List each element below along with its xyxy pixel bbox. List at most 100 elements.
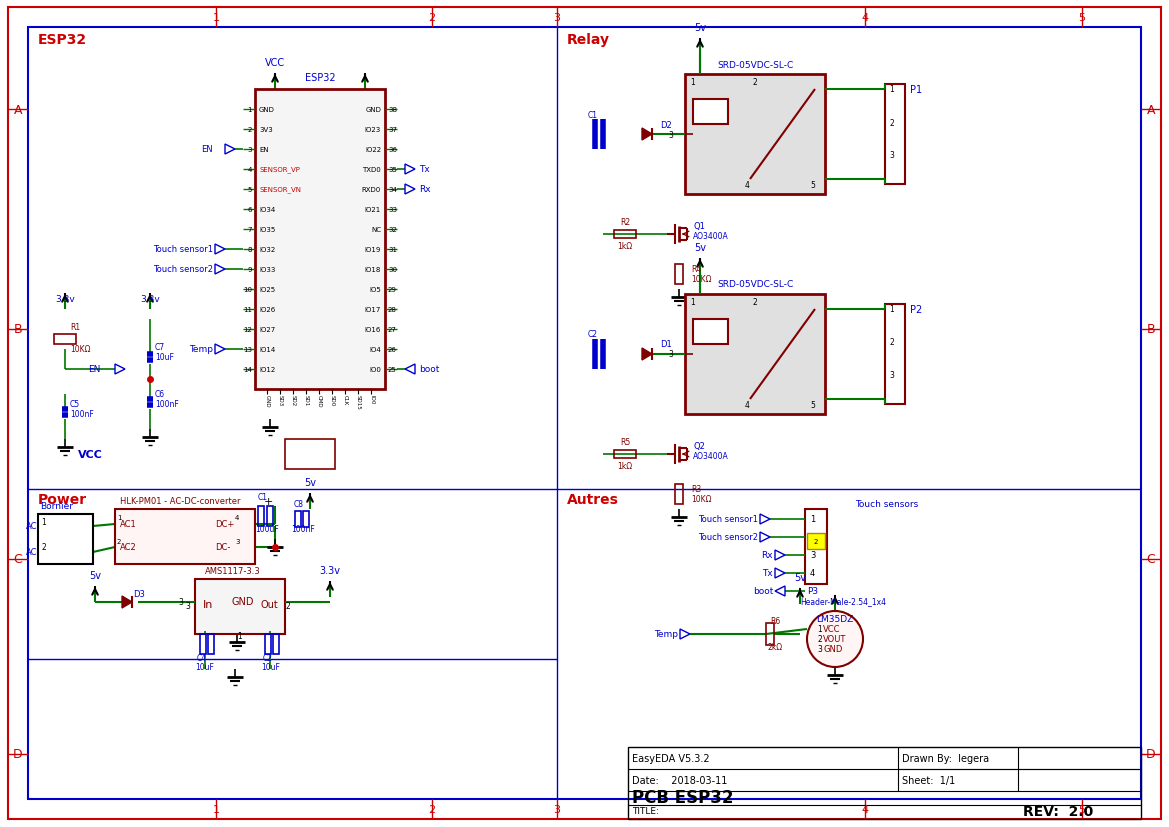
Text: 9: 9 — [248, 266, 253, 273]
Text: 1: 1 — [810, 515, 815, 523]
Text: 3: 3 — [888, 151, 894, 160]
Text: IO23: IO23 — [365, 127, 381, 133]
Text: 3: 3 — [817, 645, 822, 653]
Bar — [628, 747, 1141, 819]
Text: 1: 1 — [888, 85, 894, 94]
Text: CMD: CMD — [317, 394, 321, 407]
Text: 10uF: 10uF — [195, 662, 214, 672]
Polygon shape — [404, 365, 415, 375]
Text: 31: 31 — [388, 246, 397, 253]
Text: R6: R6 — [770, 617, 780, 626]
Text: B: B — [1147, 323, 1155, 336]
Text: Power: Power — [39, 492, 88, 506]
Bar — [685, 294, 825, 414]
Text: IO4: IO4 — [369, 347, 381, 352]
Text: IO35: IO35 — [260, 227, 275, 232]
Text: SD15: SD15 — [357, 394, 361, 409]
Polygon shape — [224, 145, 235, 155]
Text: TXD0: TXD0 — [362, 167, 381, 173]
Polygon shape — [680, 629, 690, 639]
Text: C2: C2 — [588, 330, 599, 339]
Bar — [614, 231, 636, 239]
Text: 11: 11 — [243, 307, 253, 313]
Text: 5: 5 — [1079, 804, 1086, 814]
Text: 1: 1 — [690, 78, 694, 87]
Text: 2: 2 — [753, 298, 758, 307]
Text: 1: 1 — [888, 305, 894, 314]
Text: 2: 2 — [428, 804, 436, 814]
Text: AC2: AC2 — [120, 543, 137, 552]
Text: 100nF: 100nF — [70, 410, 94, 419]
Polygon shape — [404, 165, 415, 174]
Text: Autres: Autres — [567, 492, 618, 506]
Polygon shape — [215, 245, 224, 255]
Text: C8: C8 — [293, 500, 304, 509]
Text: Q1: Q1 — [693, 222, 705, 232]
Text: 13: 13 — [243, 347, 253, 352]
Text: Touch sensor2: Touch sensor2 — [698, 533, 758, 542]
Text: D: D — [13, 748, 23, 761]
Text: 4: 4 — [248, 167, 253, 173]
Text: 2: 2 — [888, 338, 894, 347]
Circle shape — [807, 611, 863, 667]
Text: IO12: IO12 — [260, 366, 275, 372]
Text: IO19: IO19 — [365, 246, 381, 253]
Text: 3: 3 — [185, 602, 189, 611]
Bar — [39, 514, 94, 564]
Bar — [265, 634, 271, 654]
Text: SENSOR_VN: SENSOR_VN — [260, 186, 300, 194]
Polygon shape — [215, 345, 224, 355]
Text: 4: 4 — [862, 804, 869, 814]
Text: 30: 30 — [388, 266, 397, 273]
Text: P2: P2 — [909, 304, 922, 314]
Text: SD2: SD2 — [291, 394, 296, 406]
Text: REV:  2.0: REV: 2.0 — [1023, 804, 1093, 818]
Text: 1: 1 — [41, 518, 46, 527]
Polygon shape — [404, 184, 415, 195]
Text: 5: 5 — [810, 181, 815, 189]
Bar — [675, 265, 683, 284]
Text: 27: 27 — [388, 327, 396, 332]
Text: 4: 4 — [235, 514, 240, 520]
Text: 3: 3 — [553, 804, 560, 814]
Polygon shape — [775, 586, 786, 596]
Text: Out: Out — [260, 600, 278, 609]
Text: DC-: DC- — [215, 543, 230, 552]
Text: 5v: 5v — [794, 572, 805, 582]
Text: EasyEDA V5.3.2: EasyEDA V5.3.2 — [632, 753, 710, 763]
Text: EN: EN — [88, 365, 101, 374]
Text: 1kΩ: 1kΩ — [617, 462, 632, 471]
Text: C5: C5 — [70, 400, 81, 409]
Bar — [685, 75, 825, 195]
Text: P3: P3 — [807, 587, 818, 595]
Text: R1: R1 — [70, 323, 81, 332]
Bar — [885, 304, 905, 404]
Text: 2: 2 — [285, 602, 290, 611]
Text: Bornier: Bornier — [40, 502, 72, 511]
Text: 10uF: 10uF — [261, 662, 279, 672]
Text: IO5: IO5 — [369, 287, 381, 293]
Bar — [115, 509, 255, 564]
Bar — [285, 439, 336, 470]
Text: 37: 37 — [388, 127, 397, 133]
Text: 10KΩ: 10KΩ — [691, 275, 712, 284]
Text: 10KΩ: 10KΩ — [70, 345, 90, 354]
Text: P1: P1 — [909, 85, 922, 95]
Text: DC+: DC+ — [215, 520, 234, 528]
Bar — [54, 335, 76, 345]
Text: 36: 36 — [388, 147, 397, 153]
Text: AC1: AC1 — [120, 520, 137, 528]
Text: 100nF: 100nF — [155, 400, 179, 409]
Text: B: B — [14, 323, 22, 336]
Text: IO0: IO0 — [369, 394, 374, 404]
Text: 3.3v: 3.3v — [140, 295, 160, 304]
Text: 5: 5 — [1079, 13, 1086, 23]
Text: 12: 12 — [243, 327, 253, 332]
Text: Q2: Q2 — [693, 442, 705, 451]
Text: 10uF: 10uF — [155, 353, 174, 362]
Text: 2: 2 — [810, 533, 815, 542]
Polygon shape — [122, 596, 132, 609]
Text: 4: 4 — [745, 181, 749, 189]
Text: Sheet:  1/1: Sheet: 1/1 — [902, 775, 955, 785]
Text: LM35DZ: LM35DZ — [816, 614, 853, 624]
